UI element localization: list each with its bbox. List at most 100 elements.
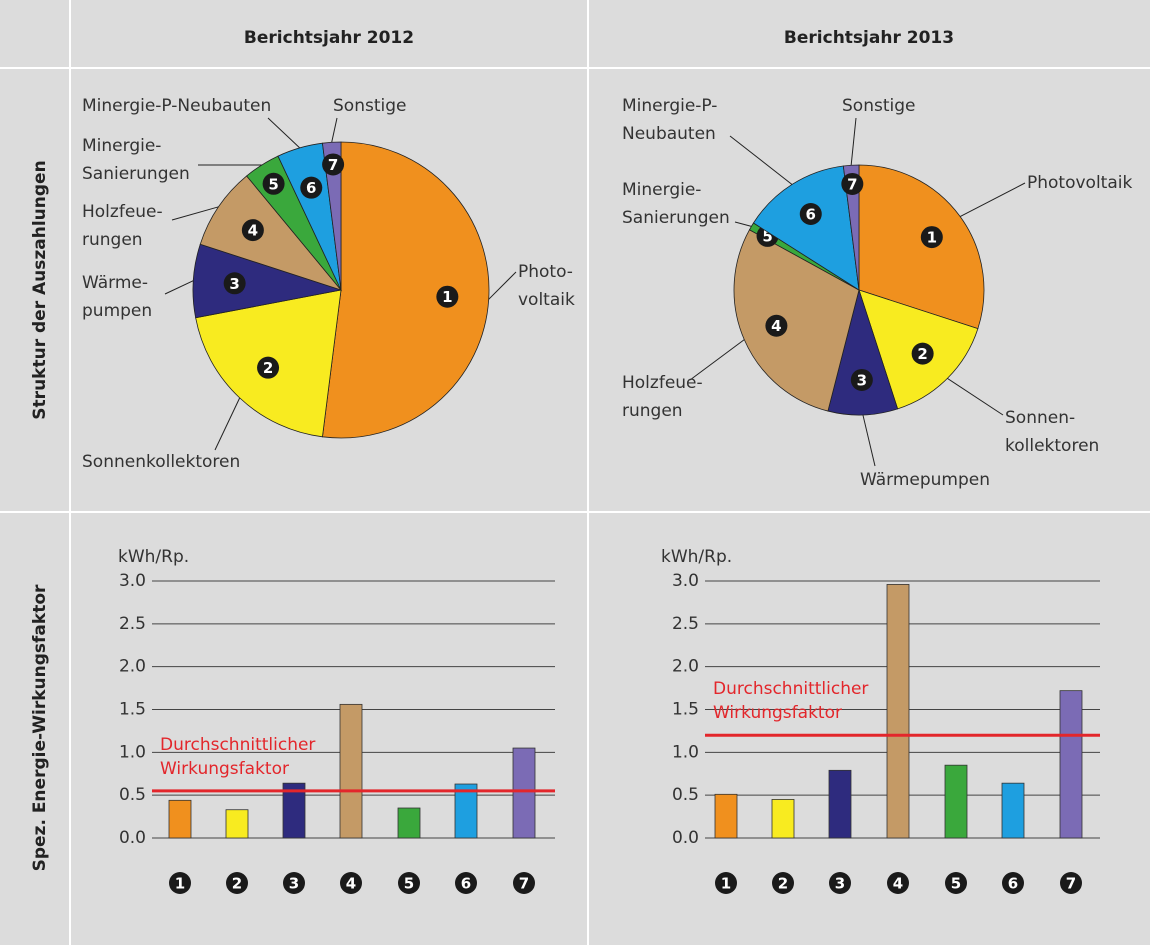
- pie-slice: [842, 164, 860, 291]
- number-badge: [1060, 872, 1082, 894]
- number-label: 5: [268, 175, 278, 193]
- average-label: Wirkungsfaktor: [160, 759, 289, 779]
- number-label: 3: [289, 875, 299, 893]
- number-label: 4: [346, 875, 356, 893]
- number-label: 1: [721, 875, 731, 893]
- bar: [168, 799, 192, 839]
- number-badge: [887, 872, 909, 894]
- slice-label: Sonnenkollektoren: [82, 452, 240, 472]
- number-label: 2: [263, 359, 273, 377]
- slice-label: Wärme-: [82, 273, 148, 293]
- number-badge: [772, 872, 794, 894]
- slice-label: Holzfeue-: [622, 373, 703, 393]
- number-badge: [911, 342, 934, 365]
- column-header: Berichtsjahr 2013: [784, 28, 954, 48]
- number-badge: [765, 314, 788, 337]
- number-label: 7: [328, 156, 338, 174]
- leader-line: [862, 414, 876, 467]
- y-tick-label: 1.5: [119, 700, 146, 720]
- bar: [714, 793, 738, 839]
- bar: [225, 809, 249, 839]
- number-label: 3: [857, 371, 867, 389]
- number-label: 5: [951, 875, 961, 893]
- pie-slice: [858, 164, 985, 330]
- slice-label: Holzfeue-: [82, 202, 163, 222]
- leader-line: [164, 280, 194, 295]
- number-label: 3: [835, 875, 845, 893]
- column-header: Berichtsjahr 2012: [244, 28, 414, 48]
- leader-line: [488, 271, 517, 300]
- number-label: 2: [778, 875, 788, 893]
- bar: [397, 807, 421, 839]
- number-label: 7: [847, 175, 857, 193]
- slice-label: rungen: [82, 230, 143, 250]
- number-badge: [945, 872, 967, 894]
- number-label: 6: [1008, 875, 1018, 893]
- leader-line: [171, 206, 219, 221]
- number-badge: [436, 285, 459, 308]
- number-badge: [799, 203, 822, 226]
- bar: [512, 747, 536, 839]
- number-label: 4: [248, 222, 258, 240]
- row-header: Struktur der Auszahlungen: [30, 160, 50, 419]
- number-badge: [920, 226, 943, 249]
- row-header: Spez. Energie-Wirkungsfaktor: [30, 584, 50, 871]
- number-badge: [829, 872, 851, 894]
- leader-line: [850, 117, 857, 166]
- slice-label: Sonstige: [842, 96, 915, 116]
- average-label: Durchschnittlicher: [160, 735, 315, 755]
- slice-label: Sonnen-: [1005, 408, 1075, 428]
- y-tick-label: 1.0: [119, 742, 146, 762]
- number-label: 1: [927, 229, 937, 247]
- bar: [454, 783, 478, 839]
- leader-line: [734, 221, 752, 227]
- number-badge: [262, 172, 285, 195]
- leader-line: [947, 377, 1004, 416]
- axis-label: kWh/Rp.: [661, 547, 732, 567]
- y-tick-label: 1.5: [672, 700, 699, 720]
- number-label: 4: [893, 875, 903, 893]
- number-badge: [850, 368, 873, 391]
- number-label: 2: [917, 345, 927, 363]
- number-badge: [455, 872, 477, 894]
- slice-label: Sanierungen: [82, 164, 190, 184]
- number-badge: [340, 872, 362, 894]
- number-badge: [513, 872, 535, 894]
- number-badge: [241, 219, 264, 242]
- y-tick-label: 0.5: [672, 785, 699, 805]
- slice-label: Sonstige: [333, 96, 406, 116]
- bar: [1059, 690, 1083, 839]
- number-label: 6: [806, 206, 816, 224]
- axis-label: kWh/Rp.: [118, 547, 189, 567]
- bar: [282, 782, 306, 839]
- y-tick-label: 2.0: [672, 657, 699, 677]
- bar: [771, 799, 795, 839]
- leader-line: [689, 339, 745, 381]
- number-badge: [226, 872, 248, 894]
- pie-slice: [733, 229, 860, 412]
- slice-label: kollektoren: [1005, 436, 1099, 456]
- number-label: 4: [771, 317, 781, 335]
- number-label: 6: [306, 179, 316, 197]
- bar: [886, 584, 910, 839]
- bar: [828, 769, 852, 839]
- y-tick-label: 2.5: [119, 614, 146, 634]
- y-tick-label: 2.5: [672, 614, 699, 634]
- y-tick-label: 2.0: [119, 657, 146, 677]
- number-label: 5: [404, 875, 414, 893]
- number-badge: [283, 872, 305, 894]
- bar: [1001, 782, 1025, 839]
- slice-label: Sanierungen: [622, 208, 730, 228]
- slice-label: Wärmepumpen: [860, 470, 990, 490]
- number-label: 6: [461, 875, 471, 893]
- slice-label: Photovoltaik: [1027, 173, 1132, 193]
- number-badge: [223, 272, 246, 295]
- number-label: 3: [229, 275, 239, 293]
- pie-slice: [199, 175, 343, 291]
- number-badge: [257, 356, 280, 379]
- bar: [339, 703, 363, 839]
- number-badge: [715, 872, 737, 894]
- number-label: 5: [762, 227, 772, 245]
